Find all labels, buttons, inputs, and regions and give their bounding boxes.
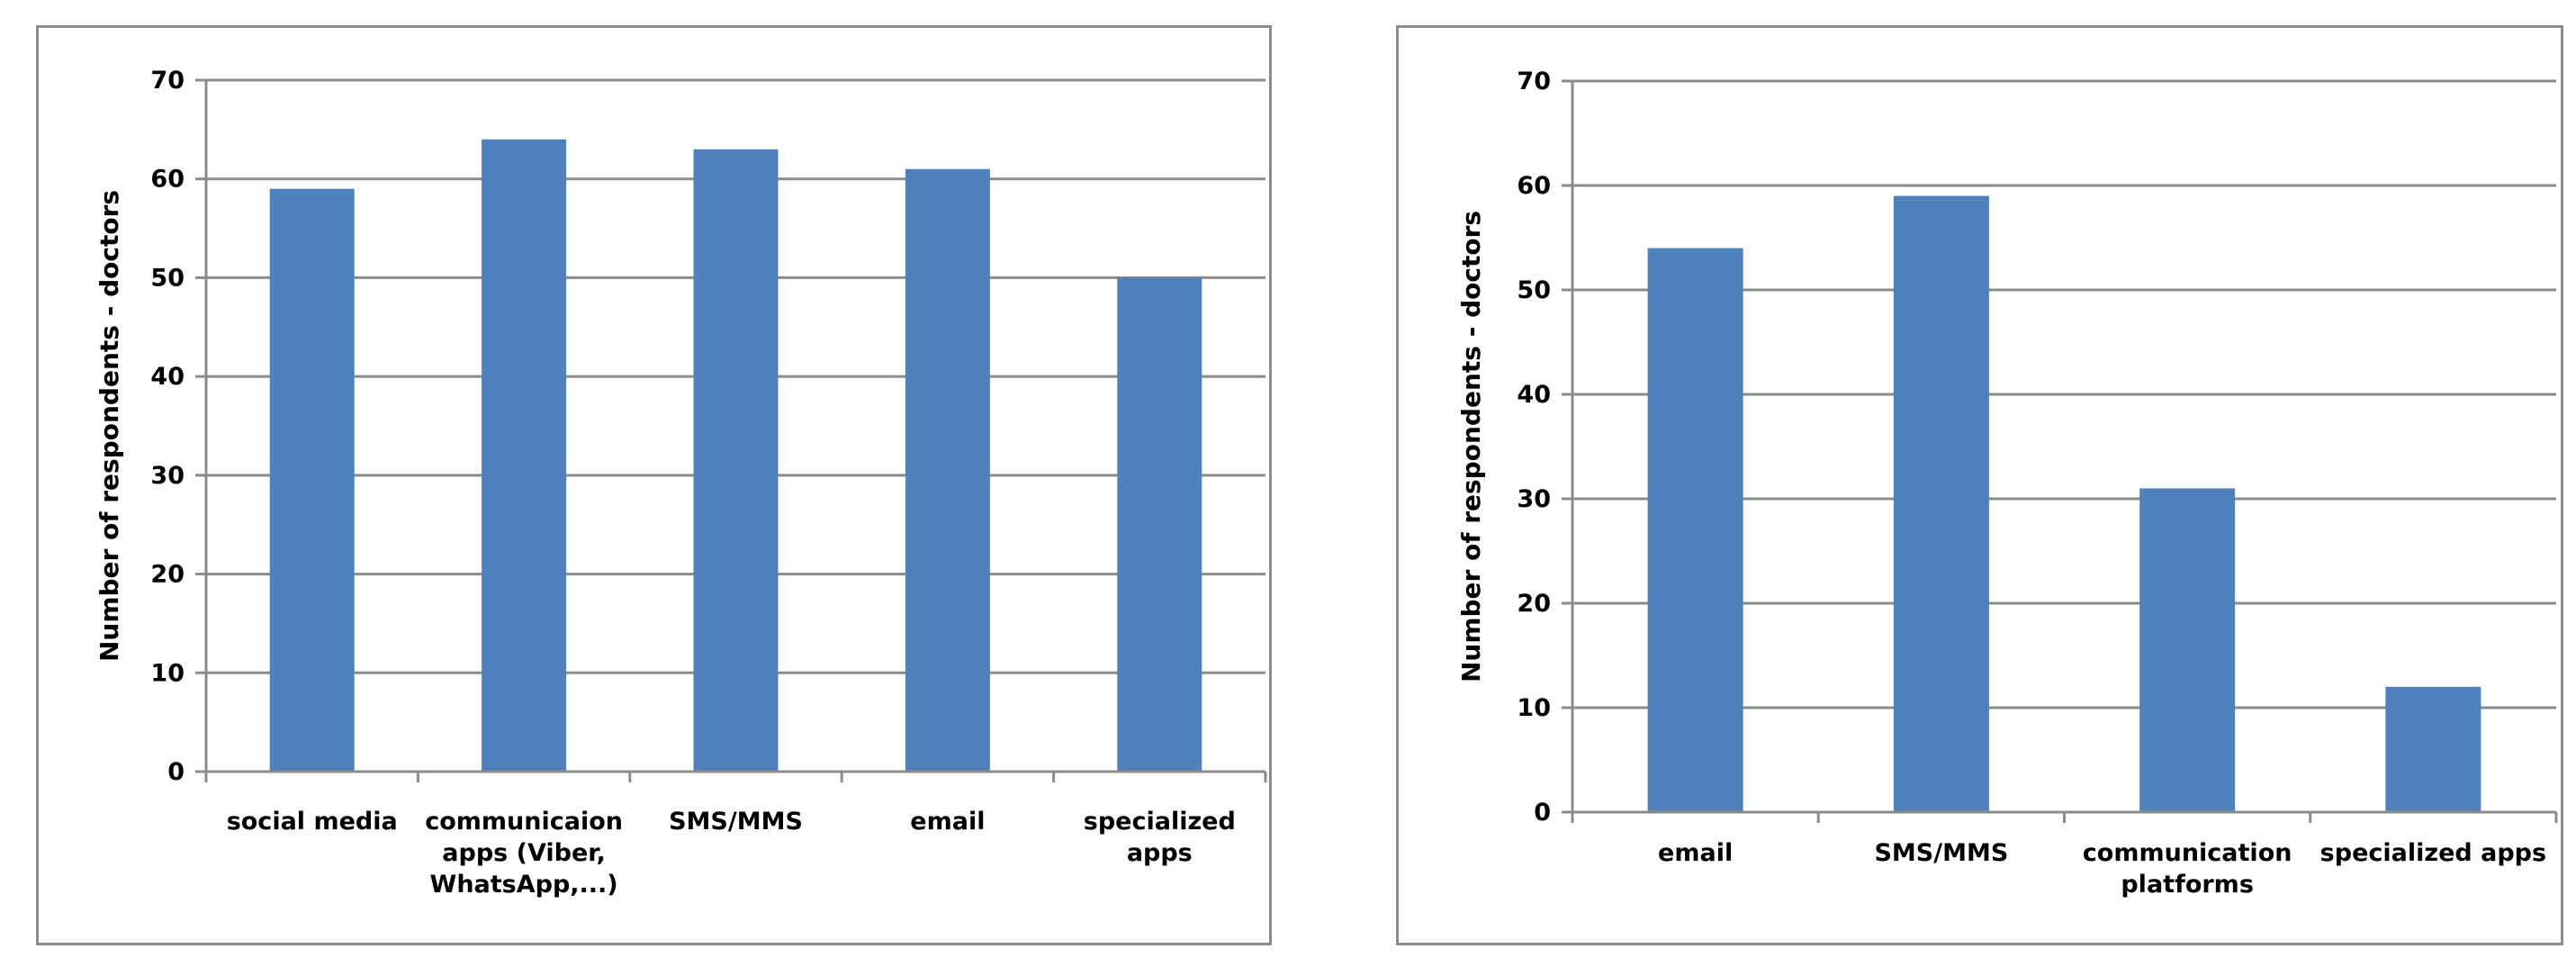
chart-left: 0 10 20 30 40 50 60 70 social media communicaion a… [95,67,1267,899]
bar [1117,277,1202,772]
y-tick-label: 50 [1517,276,1551,304]
category-label-line: apps [1127,839,1193,867]
bar [1893,195,1989,813]
bar [693,149,779,773]
y-tick-label: 40 [1517,381,1551,409]
category-label-line: specialized [1084,808,1236,836]
y-tick-label: 30 [150,462,185,490]
y-tick-label: 20 [150,561,185,589]
category-label: communication platforms [2083,839,2292,899]
bar [2385,686,2481,812]
category-label-line: apps (Viber, [442,839,606,867]
chart-left-panel: 0 10 20 30 40 50 60 70 social media communicaion a… [36,25,1272,945]
category-label-line: WhatsApp,...) [430,871,618,899]
y-tick-label: 30 [1517,485,1551,513]
category-label: communicaion apps (Viber, WhatsApp,...) [425,808,623,899]
category-label: SMS/MMS [669,808,803,836]
category-label-line: SMS/MMS [1874,839,2008,867]
category-label-line: communicaion [425,808,623,836]
y-tick-label: 60 [150,166,185,194]
category-label: specialized apps [1084,808,1236,867]
category-label-line: SMS/MMS [669,808,803,836]
category-label-line: communication [2083,839,2292,867]
bar [905,168,990,772]
chart-right: 0 10 20 30 40 50 60 70 email SMS/MMS communication… [1456,68,2558,899]
y-axis-label: Number of respondents - doctors [95,190,124,662]
y-tick-label: 70 [150,67,185,95]
category-label: SMS/MMS [1874,839,2008,867]
y-tick-label: 10 [1517,694,1551,722]
bar [2139,488,2236,812]
bar [482,139,567,772]
category-label-line: platforms [2121,871,2254,899]
category-label: email [910,808,985,836]
y-tick-label: 60 [1517,172,1551,200]
y-tick-label: 70 [1517,68,1551,95]
category-label-line: email [910,808,985,836]
category-label: email [1658,839,1733,867]
y-tick-label: 20 [1517,590,1551,618]
category-label-line: social media [227,808,398,836]
category-label: specialized apps [2320,839,2546,867]
category-label-line: specialized apps [2320,839,2546,867]
y-tick-label: 50 [150,264,185,292]
bar [269,188,355,772]
chart-right-panel: 0 10 20 30 40 50 60 70 email SMS/MMS communication… [1396,25,2563,945]
category-label: social media [227,808,398,836]
y-axis-label: Number of respondents - doctors [1456,211,1486,682]
y-tick-label: 0 [1534,799,1551,827]
category-label-line: email [1658,839,1733,867]
y-tick-label: 10 [150,659,185,687]
y-tick-label: 0 [167,758,185,786]
bar [1647,248,1743,813]
y-tick-label: 40 [150,363,185,391]
